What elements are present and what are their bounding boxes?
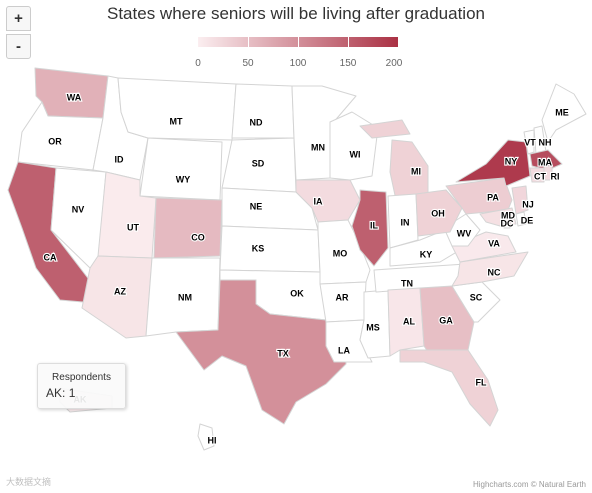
legend-tick-label: 50 xyxy=(242,58,254,69)
tooltip-header: Respondents xyxy=(52,372,111,383)
state-label-va: VA xyxy=(488,238,500,248)
state-label-fl: FL xyxy=(476,377,487,387)
legend-tick-label: 100 xyxy=(289,58,307,69)
state-label-mi: MI xyxy=(411,166,421,176)
state-label-la: LA xyxy=(338,345,350,355)
state-fl[interactable] xyxy=(399,349,499,427)
state-label-ca: CA xyxy=(44,252,57,262)
state-label-tn: TN xyxy=(401,278,413,288)
state-label-mn: MN xyxy=(311,142,325,152)
state-label-mo: MO xyxy=(333,248,348,258)
state-label-wy: WY xyxy=(176,174,191,184)
legend-separator xyxy=(248,37,249,47)
state-label-wv: WV xyxy=(457,228,472,238)
legend-tick-label: 0 xyxy=(195,58,201,69)
tooltip: Respondents AK: 1 xyxy=(37,363,126,409)
state-label-nc: NC xyxy=(488,267,501,277)
state-ny[interactable] xyxy=(455,139,531,187)
state-ne[interactable] xyxy=(221,187,319,231)
state-il[interactable] xyxy=(351,189,389,267)
state-az[interactable] xyxy=(81,255,153,339)
state-label-or: OR xyxy=(48,136,62,146)
state-label-il: IL xyxy=(370,220,379,230)
state-label-ar: AR xyxy=(336,292,349,302)
state-label-tx: TX xyxy=(277,348,289,358)
state-label-ky: KY xyxy=(420,249,433,259)
state-label-nm: NM xyxy=(178,292,192,302)
state-label-nd: ND xyxy=(250,117,263,127)
legend-separator xyxy=(348,37,349,47)
tooltip-body: AK: 1 xyxy=(46,386,76,400)
color-legend: 0 50 100 150 200 xyxy=(194,37,402,69)
state-dc[interactable] xyxy=(503,221,511,229)
state-nj[interactable] xyxy=(511,185,529,215)
tooltip-state: AK xyxy=(46,386,63,400)
state-label-wi: WI xyxy=(350,149,361,159)
state-label-ct: CT xyxy=(534,171,546,181)
state-al[interactable] xyxy=(387,287,425,357)
state-in[interactable] xyxy=(387,193,419,249)
state-label-me: ME xyxy=(555,107,569,117)
legend-separator xyxy=(298,37,299,47)
state-oh[interactable] xyxy=(415,189,463,237)
state-label-ia: IA xyxy=(314,196,324,206)
state-label-al: AL xyxy=(403,316,415,326)
state-co[interactable] xyxy=(153,197,223,259)
state-label-md: MD xyxy=(501,210,515,220)
state-wi[interactable] xyxy=(329,111,379,181)
state-label-ny: NY xyxy=(505,156,518,166)
state-label-wa: WA xyxy=(67,92,82,102)
map-title: States where seniors will be living afte… xyxy=(107,4,485,23)
state-label-mt: MT xyxy=(170,116,183,126)
state-label-nv: NV xyxy=(72,204,85,214)
state-label-ut: UT xyxy=(127,222,139,232)
state-label-ok: OK xyxy=(290,288,304,298)
state-ks[interactable] xyxy=(219,225,321,273)
state-ma[interactable] xyxy=(529,149,563,171)
zoom-out-button[interactable]: - xyxy=(6,34,31,59)
state-ct[interactable] xyxy=(529,167,545,183)
state-label-ks: KS xyxy=(252,243,265,253)
state-de[interactable] xyxy=(515,211,527,227)
state-label-nj: NJ xyxy=(522,199,534,209)
state-label-sd: SD xyxy=(252,158,265,168)
state-label-ga: GA xyxy=(439,315,453,325)
state-label-az: AZ xyxy=(114,286,126,296)
state-label-id: ID xyxy=(115,154,125,164)
state-label-ri: RI xyxy=(551,171,560,181)
state-label-oh: OH xyxy=(431,208,445,218)
state-label-de: DE xyxy=(521,215,534,225)
state-wv[interactable] xyxy=(443,213,481,247)
state-label-ne: NE xyxy=(250,201,263,211)
state-label-sc: SC xyxy=(470,292,483,302)
tooltip-value: 1 xyxy=(68,386,76,400)
state-label-nh: NH xyxy=(539,137,552,147)
watermark-logo: 大数据文摘 xyxy=(6,477,52,487)
legend-tick-label: 150 xyxy=(339,58,357,69)
state-label-co: CO xyxy=(191,232,205,242)
state-nd[interactable] xyxy=(231,83,295,139)
state-wy[interactable] xyxy=(139,137,223,201)
state-label-dc: DC xyxy=(501,218,514,228)
state-ri[interactable] xyxy=(543,165,553,181)
state-mt[interactable] xyxy=(117,77,237,141)
state-tx[interactable] xyxy=(175,279,347,425)
state-hi[interactable] xyxy=(197,423,215,451)
zoom-in-button[interactable]: + xyxy=(6,6,31,31)
legend-tick-label: 200 xyxy=(385,58,403,69)
state-label-pa: PA xyxy=(487,192,499,202)
credits-link[interactable]: Highcharts.com © Natural Earth xyxy=(472,480,586,489)
state-label-in: IN xyxy=(401,217,410,227)
state-label-ma: MA xyxy=(538,157,552,167)
state-me[interactable] xyxy=(541,83,587,143)
state-label-hi: HI xyxy=(208,435,217,445)
state-label-vt: VT xyxy=(524,137,536,147)
state-label-ms: MS xyxy=(366,322,380,332)
state-vt[interactable] xyxy=(523,129,535,155)
